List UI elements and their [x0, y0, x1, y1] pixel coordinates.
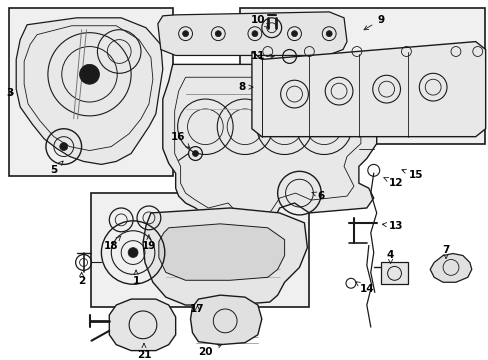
Text: 16: 16 — [170, 132, 189, 148]
Polygon shape — [159, 224, 284, 280]
Circle shape — [325, 31, 331, 37]
Text: 10: 10 — [250, 15, 268, 27]
Text: 14: 14 — [355, 282, 373, 294]
Bar — [91, 193, 309, 307]
Polygon shape — [109, 299, 175, 351]
Circle shape — [80, 64, 99, 84]
Text: 19: 19 — [142, 235, 156, 251]
Circle shape — [128, 248, 138, 257]
Text: 7: 7 — [442, 244, 449, 258]
Polygon shape — [158, 12, 346, 55]
Text: 20: 20 — [198, 344, 222, 357]
Text: 8: 8 — [238, 82, 252, 92]
Polygon shape — [251, 42, 485, 137]
Text: 3: 3 — [7, 88, 14, 98]
Circle shape — [215, 31, 221, 37]
Text: 4: 4 — [386, 249, 393, 264]
Polygon shape — [142, 208, 307, 305]
Text: 5: 5 — [50, 161, 63, 175]
Polygon shape — [163, 64, 376, 265]
Polygon shape — [429, 253, 471, 282]
Text: 17: 17 — [190, 304, 204, 314]
Text: 15: 15 — [401, 169, 423, 180]
Text: 21: 21 — [137, 343, 151, 360]
Bar — [9, 8, 172, 176]
Bar — [240, 8, 484, 144]
Text: 9: 9 — [363, 15, 384, 30]
Text: 1: 1 — [132, 270, 140, 286]
Polygon shape — [190, 295, 261, 345]
Text: 18: 18 — [104, 236, 121, 251]
Bar — [380, 262, 407, 284]
Text: 12: 12 — [383, 177, 403, 188]
Circle shape — [291, 31, 297, 37]
Circle shape — [192, 150, 198, 157]
Text: 11: 11 — [250, 51, 273, 62]
Circle shape — [60, 143, 67, 150]
Text: 13: 13 — [382, 221, 403, 231]
Text: 6: 6 — [311, 191, 324, 201]
Text: 2: 2 — [78, 272, 85, 286]
Circle shape — [251, 31, 257, 37]
Polygon shape — [16, 18, 163, 165]
Circle shape — [182, 31, 188, 37]
